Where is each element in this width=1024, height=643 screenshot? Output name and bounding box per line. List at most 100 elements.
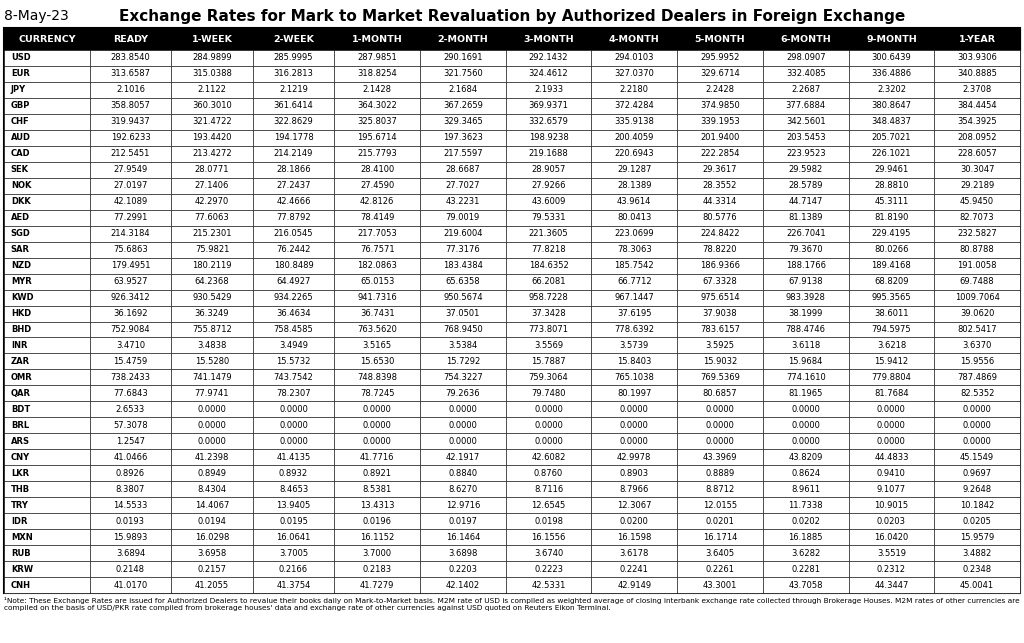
Bar: [934, 449, 1020, 466]
Bar: [420, 354, 506, 370]
Bar: [506, 226, 592, 242]
Text: 332.6579: 332.6579: [528, 118, 568, 127]
Bar: [90, 545, 171, 561]
Text: 0.8760: 0.8760: [534, 469, 563, 478]
Text: 0.2183: 0.2183: [362, 565, 392, 574]
Text: 221.3605: 221.3605: [528, 229, 568, 238]
Text: 283.8540: 283.8540: [111, 53, 151, 62]
Bar: [90, 577, 171, 593]
Text: 44.7147: 44.7147: [788, 197, 823, 206]
Text: 335.9138: 335.9138: [614, 118, 654, 127]
Bar: [253, 545, 334, 561]
Bar: [171, 513, 253, 529]
Bar: [4, 561, 90, 577]
Bar: [420, 226, 506, 242]
Bar: [90, 226, 171, 242]
Bar: [4, 114, 90, 130]
Text: 180.8489: 180.8489: [273, 261, 313, 270]
Text: 926.3412: 926.3412: [111, 293, 151, 302]
Text: 1-MONTH: 1-MONTH: [352, 35, 402, 44]
Bar: [506, 545, 592, 561]
Bar: [253, 98, 334, 114]
Bar: [506, 258, 592, 273]
Bar: [849, 466, 934, 481]
Text: 3.4710: 3.4710: [116, 341, 145, 350]
Text: 63.9527: 63.9527: [114, 277, 147, 286]
Text: 14.5533: 14.5533: [114, 501, 147, 510]
Bar: [763, 226, 849, 242]
Text: 783.6157: 783.6157: [700, 325, 740, 334]
Bar: [763, 370, 849, 385]
Bar: [171, 273, 253, 289]
Bar: [4, 545, 90, 561]
Bar: [171, 466, 253, 481]
Text: 223.9523: 223.9523: [785, 149, 825, 158]
Bar: [934, 130, 1020, 146]
Text: 364.3022: 364.3022: [357, 102, 397, 111]
Bar: [90, 322, 171, 338]
Text: 41.4135: 41.4135: [276, 453, 310, 462]
Bar: [849, 322, 934, 338]
Text: 380.8647: 380.8647: [871, 102, 911, 111]
Text: 214.2149: 214.2149: [273, 149, 313, 158]
Text: 0.0000: 0.0000: [706, 421, 734, 430]
Bar: [592, 130, 677, 146]
Text: 78.8220: 78.8220: [702, 245, 737, 254]
Text: 0.8932: 0.8932: [279, 469, 308, 478]
Bar: [420, 481, 506, 497]
Bar: [420, 82, 506, 98]
Bar: [253, 529, 334, 545]
Text: 0.9697: 0.9697: [963, 469, 991, 478]
Bar: [420, 561, 506, 577]
Text: READY: READY: [113, 35, 148, 44]
Bar: [90, 433, 171, 449]
Bar: [420, 545, 506, 561]
Bar: [334, 497, 420, 513]
Text: 223.0699: 223.0699: [614, 229, 654, 238]
Text: 0.0000: 0.0000: [792, 437, 820, 446]
Bar: [171, 114, 253, 130]
Bar: [763, 28, 849, 50]
Text: 0.0000: 0.0000: [198, 405, 226, 414]
Text: 2.1684: 2.1684: [449, 86, 477, 95]
Bar: [592, 354, 677, 370]
Bar: [253, 50, 334, 66]
Bar: [4, 401, 90, 417]
Text: 1-WEEK: 1-WEEK: [191, 35, 232, 44]
Bar: [171, 529, 253, 545]
Bar: [934, 242, 1020, 258]
Text: 45.9450: 45.9450: [961, 197, 994, 206]
Bar: [334, 401, 420, 417]
Text: 16.1464: 16.1464: [445, 532, 480, 541]
Bar: [506, 338, 592, 354]
Bar: [253, 561, 334, 577]
Bar: [677, 210, 763, 226]
Text: 2.1219: 2.1219: [280, 86, 308, 95]
Bar: [849, 242, 934, 258]
Bar: [763, 417, 849, 433]
Bar: [171, 258, 253, 273]
Bar: [763, 449, 849, 466]
Text: 27.7027: 27.7027: [445, 181, 480, 190]
Text: 741.1479: 741.1479: [193, 373, 231, 382]
Bar: [849, 561, 934, 577]
Text: 8.9611: 8.9611: [792, 485, 820, 494]
Text: BDT: BDT: [11, 405, 30, 414]
Text: 0.0000: 0.0000: [362, 437, 391, 446]
Bar: [506, 322, 592, 338]
Bar: [334, 513, 420, 529]
Bar: [334, 226, 420, 242]
Text: 219.6004: 219.6004: [443, 229, 482, 238]
Text: 12.0155: 12.0155: [702, 501, 737, 510]
Bar: [934, 82, 1020, 98]
Text: 41.3754: 41.3754: [276, 581, 310, 590]
Text: 41.7716: 41.7716: [359, 453, 394, 462]
Text: 16.1152: 16.1152: [360, 532, 394, 541]
Text: 15.4759: 15.4759: [114, 357, 147, 366]
Bar: [849, 481, 934, 497]
Text: 79.3670: 79.3670: [788, 245, 823, 254]
Bar: [506, 82, 592, 98]
Text: 45.1549: 45.1549: [961, 453, 994, 462]
Bar: [506, 513, 592, 529]
Text: 78.3063: 78.3063: [616, 245, 651, 254]
